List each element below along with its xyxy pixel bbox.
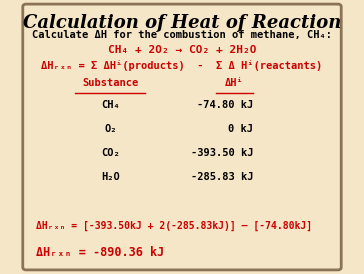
Text: -285.83 kJ: -285.83 kJ (191, 172, 253, 182)
Text: -393.50 kJ: -393.50 kJ (191, 148, 253, 158)
Text: O₂: O₂ (104, 124, 117, 134)
Text: CH₄ + 2O₂ → CO₂ + 2H₂O: CH₄ + 2O₂ → CO₂ + 2H₂O (108, 45, 256, 55)
Text: 0 kJ: 0 kJ (229, 124, 253, 134)
Text: -74.80 kJ: -74.80 kJ (197, 100, 253, 110)
FancyBboxPatch shape (23, 4, 341, 270)
Text: Calculation of Heat of Reaction: Calculation of Heat of Reaction (23, 14, 341, 32)
Text: ΔHᵣₓₙ = -890.36 kJ: ΔHᵣₓₙ = -890.36 kJ (36, 246, 164, 259)
Text: Substance: Substance (82, 78, 139, 88)
Text: ΔHⁱ: ΔHⁱ (225, 78, 244, 88)
Text: Calculate ΔH for the combustion of methane, CH₄:: Calculate ΔH for the combustion of metha… (32, 30, 332, 40)
Text: ΔHᵣₓₙ = [-393.50kJ + 2(-285.83kJ)] – [-74.80kJ]: ΔHᵣₓₙ = [-393.50kJ + 2(-285.83kJ)] – [-7… (36, 221, 312, 231)
Text: CO₂: CO₂ (101, 148, 120, 158)
Text: CH₄: CH₄ (101, 100, 120, 110)
Text: ΔHᵣₓₙ = Σ ΔHⁱ(products)  -  Σ Δ Hⁱ(reactants): ΔHᵣₓₙ = Σ ΔHⁱ(products) - Σ Δ Hⁱ(reactan… (41, 60, 323, 71)
Text: H₂O: H₂O (101, 172, 120, 182)
